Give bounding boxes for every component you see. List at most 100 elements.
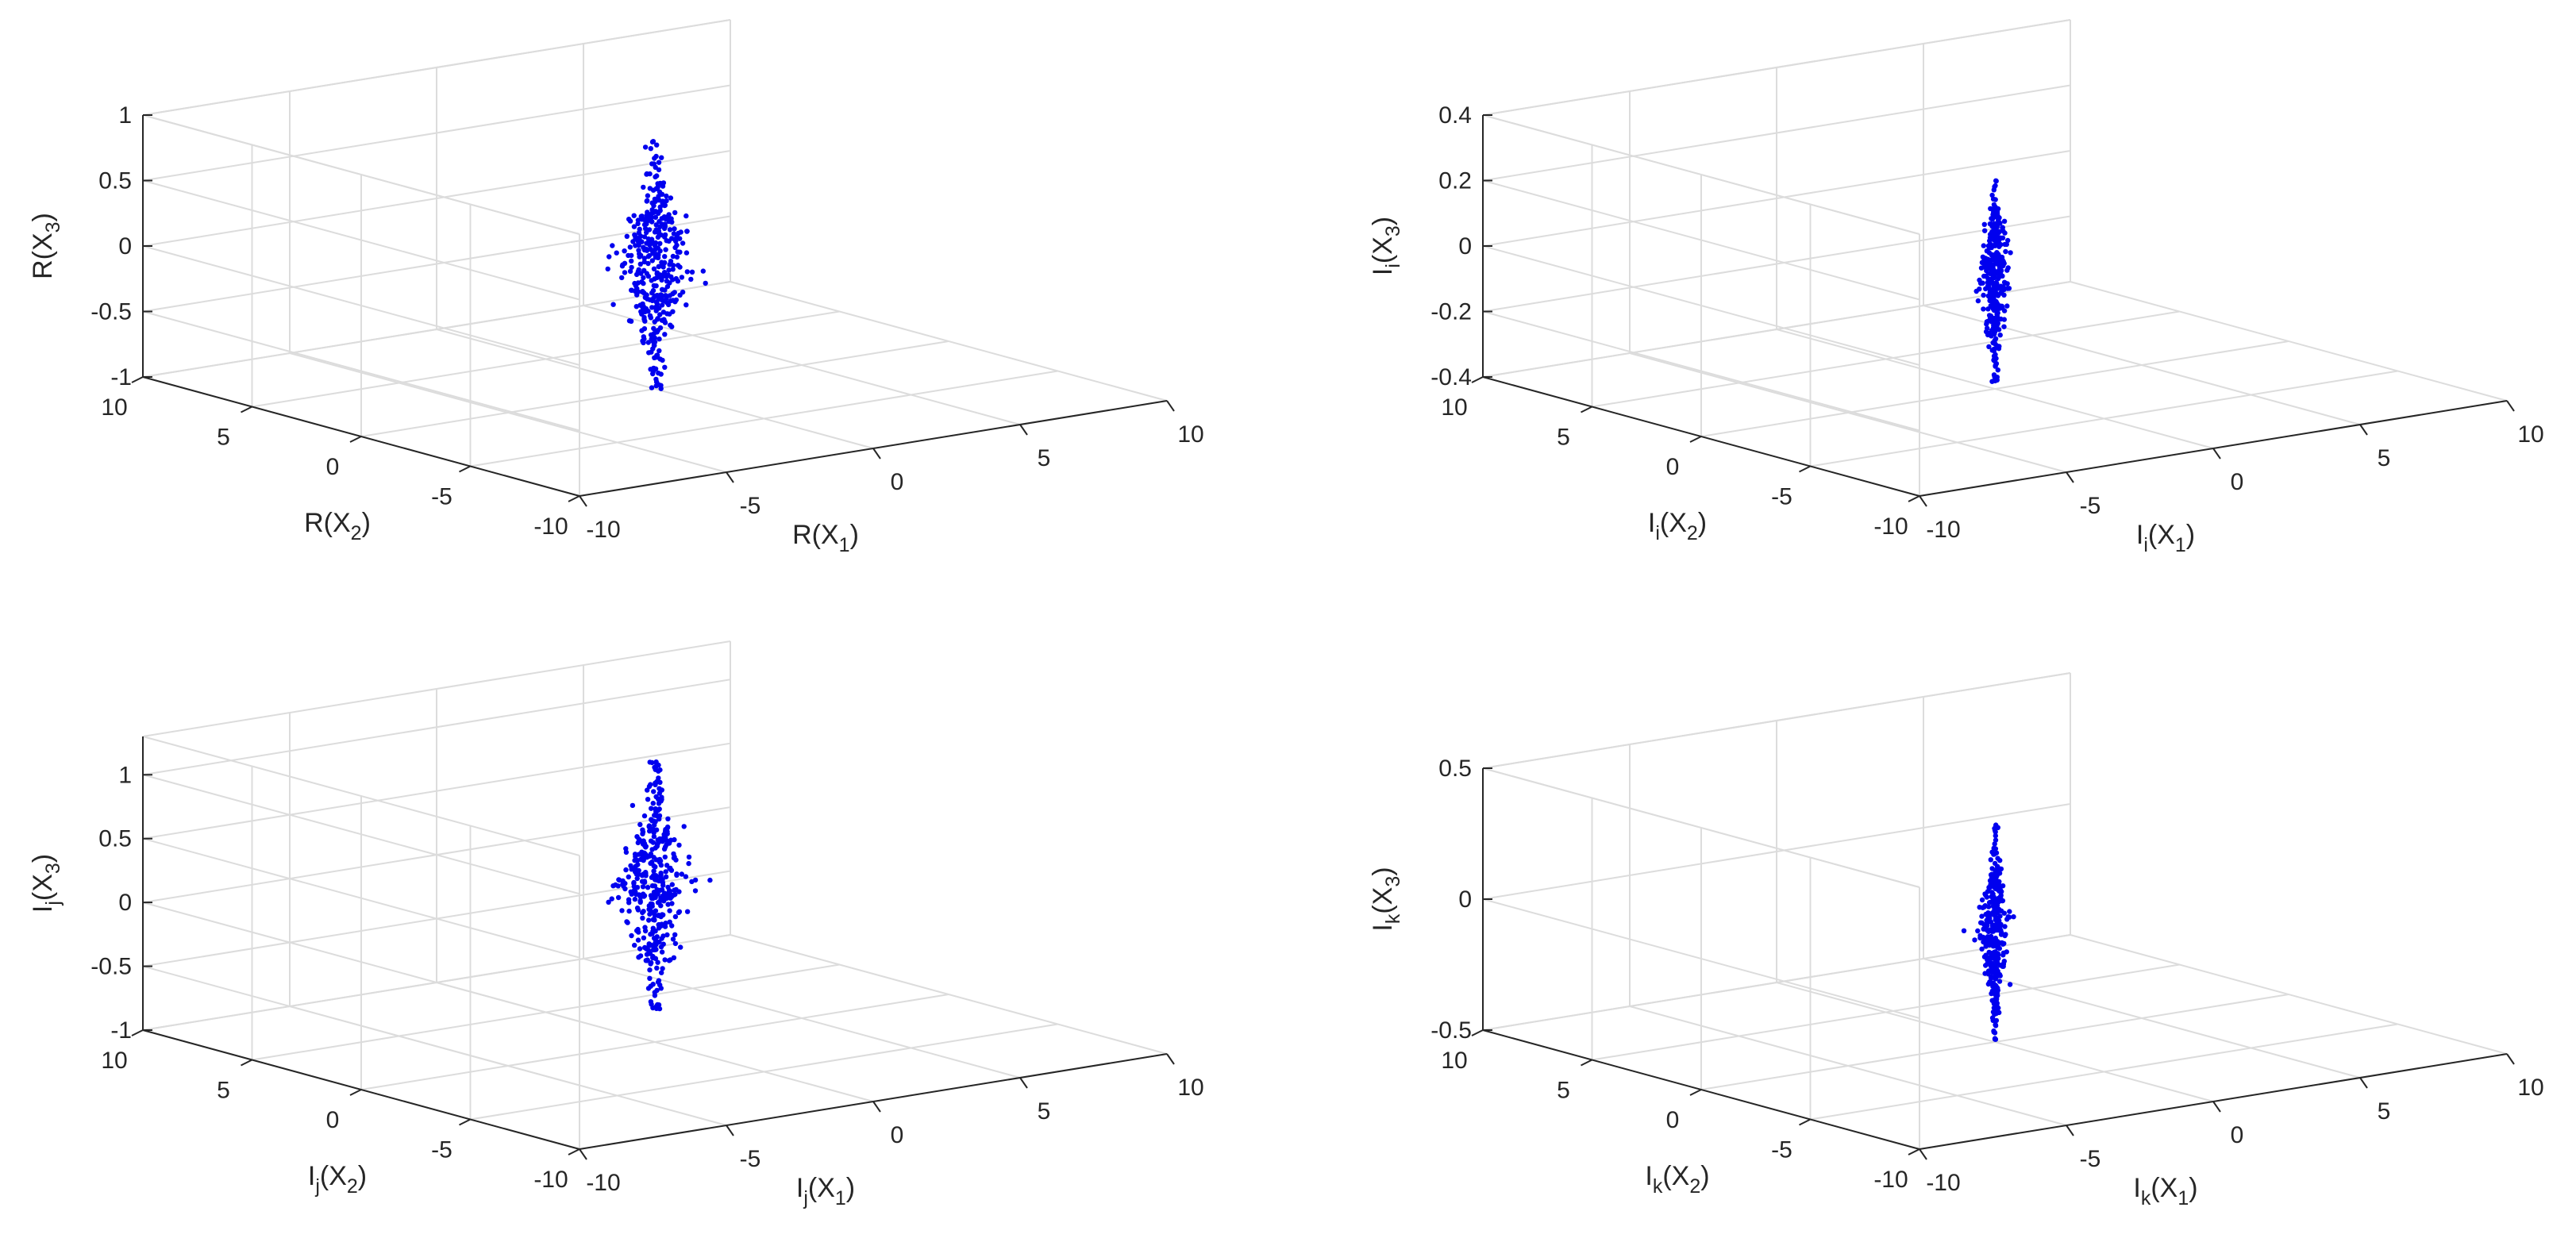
scatter-point	[2001, 959, 2007, 964]
scatter-point	[649, 139, 656, 145]
scatter-point	[707, 877, 713, 883]
scatter-point	[644, 240, 649, 246]
z-axis-label: Ij(X3)	[28, 854, 64, 913]
scatter-point	[1987, 899, 1993, 906]
scatter-point	[1996, 866, 2002, 871]
y-tick-label: 0	[326, 454, 340, 480]
scatter-point	[661, 890, 668, 896]
scatter-point	[1996, 275, 2001, 282]
scatter-point	[677, 264, 683, 270]
scatter-point	[624, 233, 630, 239]
scatter-point	[657, 790, 662, 796]
scatter-points	[1961, 822, 2016, 1042]
scatter-point	[637, 226, 642, 232]
scatter-point	[657, 306, 662, 311]
scatter-point	[1981, 273, 1987, 279]
scatter-point	[656, 167, 662, 173]
scatter-point	[649, 258, 655, 263]
scatter-point	[1988, 241, 1994, 248]
scatter-point	[1993, 336, 1999, 341]
scatter-point	[1990, 1017, 1996, 1024]
scatter-point	[1996, 327, 2002, 333]
scatter-point	[1990, 980, 1996, 986]
scatter-point	[658, 383, 664, 388]
x-axis-label: Ii(X1)	[2136, 520, 2195, 556]
y-tick	[1689, 1089, 1702, 1096]
y-tick-label: 5	[217, 425, 230, 451]
scatter-point	[1982, 971, 1988, 976]
x-tick	[1166, 1053, 1175, 1065]
grid-line	[252, 310, 840, 408]
scatter-point	[642, 294, 648, 301]
y-tick-label: 0	[1666, 1107, 1680, 1133]
scatter-point	[634, 885, 641, 890]
scatter-point	[653, 174, 658, 180]
scatter-point	[1992, 1030, 1998, 1036]
scatter-point	[649, 818, 655, 824]
scatter-point	[2008, 250, 2013, 256]
scatter-point	[635, 217, 641, 223]
scatter-point	[648, 932, 653, 937]
scatter-point	[653, 873, 659, 879]
x-tick-label: 0	[891, 1122, 904, 1148]
scatter-point	[645, 273, 652, 279]
scatter-point	[628, 889, 633, 895]
grid-line	[142, 679, 731, 776]
scatter-point	[1994, 377, 2000, 383]
scatter-point	[2001, 324, 2007, 329]
x-tick	[2506, 1053, 2515, 1065]
y-tick	[1581, 1059, 1592, 1067]
scatter-point	[1996, 971, 2003, 978]
y-axis-label: R(X2)	[304, 508, 371, 544]
scatter-point	[2000, 950, 2007, 956]
scatter-point	[640, 884, 646, 890]
scatter-point	[657, 767, 663, 773]
scatter-point	[624, 919, 630, 925]
scatter-point	[641, 935, 647, 941]
scatter-point	[646, 853, 653, 859]
scatter-point	[678, 944, 683, 950]
scatter-point	[673, 238, 679, 244]
scatter-point	[657, 887, 663, 894]
scatter-point	[614, 250, 619, 256]
y-tick-label: -5	[431, 484, 452, 510]
scatter-point	[660, 882, 666, 888]
scatter-point	[635, 269, 641, 275]
scatter-point	[659, 970, 664, 975]
scatter-point	[1998, 258, 2004, 264]
scatter-point	[1989, 192, 1995, 198]
scatter-point	[1993, 197, 1998, 202]
y-tick	[241, 1059, 252, 1067]
scatter-point	[651, 830, 657, 836]
scatter-point	[650, 925, 656, 931]
scatter-point	[676, 909, 682, 916]
y-tick-label: -10	[1873, 1167, 1908, 1193]
scatter-point	[632, 896, 638, 902]
scatter-point	[654, 271, 660, 277]
scatter-point	[626, 318, 633, 324]
x-tick-label: 10	[1177, 1075, 1203, 1101]
scatter-point	[658, 923, 664, 929]
scatter-point	[629, 264, 634, 271]
scatter-point	[656, 160, 662, 165]
scatter-point	[637, 261, 643, 267]
scatter-point	[1979, 946, 1985, 952]
y-tick	[459, 465, 471, 473]
scatter-point	[655, 255, 661, 260]
scatter-point	[649, 219, 655, 225]
scatter-point	[653, 198, 658, 204]
scatter-point	[663, 874, 669, 880]
y-tick-label: -10	[533, 513, 568, 540]
scatter-point	[1995, 305, 2001, 311]
scatter-point	[1979, 260, 1985, 265]
scatter-point	[633, 243, 638, 248]
scatter-point	[1972, 937, 1977, 943]
scatter-point	[649, 959, 654, 966]
scatter-point	[641, 326, 648, 332]
scatter-point	[657, 982, 663, 988]
scatter-point	[2001, 317, 2007, 322]
x-tick-label: -10	[1926, 517, 1960, 543]
scatter-point	[640, 909, 645, 916]
scatter-point	[668, 895, 673, 901]
scatter-point	[679, 871, 684, 877]
